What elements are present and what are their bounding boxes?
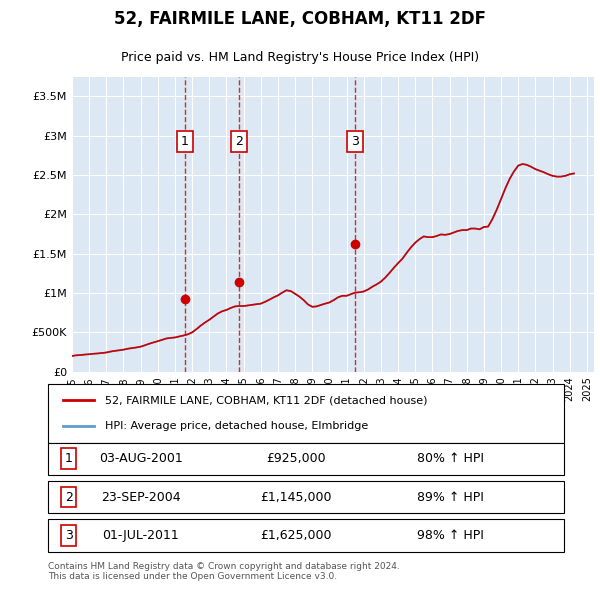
FancyBboxPatch shape <box>48 384 564 442</box>
Text: 2: 2 <box>65 490 73 504</box>
Text: £925,000: £925,000 <box>266 452 325 466</box>
Text: £1,145,000: £1,145,000 <box>260 490 331 504</box>
Text: 98% ↑ HPI: 98% ↑ HPI <box>417 529 484 542</box>
Text: 52, FAIRMILE LANE, COBHAM, KT11 2DF (detached house): 52, FAIRMILE LANE, COBHAM, KT11 2DF (det… <box>105 395 427 405</box>
Text: 23-SEP-2004: 23-SEP-2004 <box>101 490 181 504</box>
Text: 2: 2 <box>235 135 243 148</box>
Text: £1,625,000: £1,625,000 <box>260 529 331 542</box>
Text: Price paid vs. HM Land Registry's House Price Index (HPI): Price paid vs. HM Land Registry's House … <box>121 51 479 64</box>
Text: 80% ↑ HPI: 80% ↑ HPI <box>417 452 484 466</box>
Text: 3: 3 <box>351 135 359 148</box>
Text: Contains HM Land Registry data © Crown copyright and database right 2024.
This d: Contains HM Land Registry data © Crown c… <box>48 562 400 581</box>
Text: 52, FAIRMILE LANE, COBHAM, KT11 2DF: 52, FAIRMILE LANE, COBHAM, KT11 2DF <box>114 10 486 28</box>
Text: 03-AUG-2001: 03-AUG-2001 <box>99 452 183 466</box>
Text: 1: 1 <box>181 135 189 148</box>
FancyBboxPatch shape <box>48 481 564 513</box>
FancyBboxPatch shape <box>48 519 564 552</box>
Text: 1: 1 <box>65 452 73 466</box>
Text: 01-JUL-2011: 01-JUL-2011 <box>103 529 179 542</box>
FancyBboxPatch shape <box>48 442 564 475</box>
Text: 3: 3 <box>65 529 73 542</box>
Text: 89% ↑ HPI: 89% ↑ HPI <box>417 490 484 504</box>
Text: HPI: Average price, detached house, Elmbridge: HPI: Average price, detached house, Elmb… <box>105 421 368 431</box>
